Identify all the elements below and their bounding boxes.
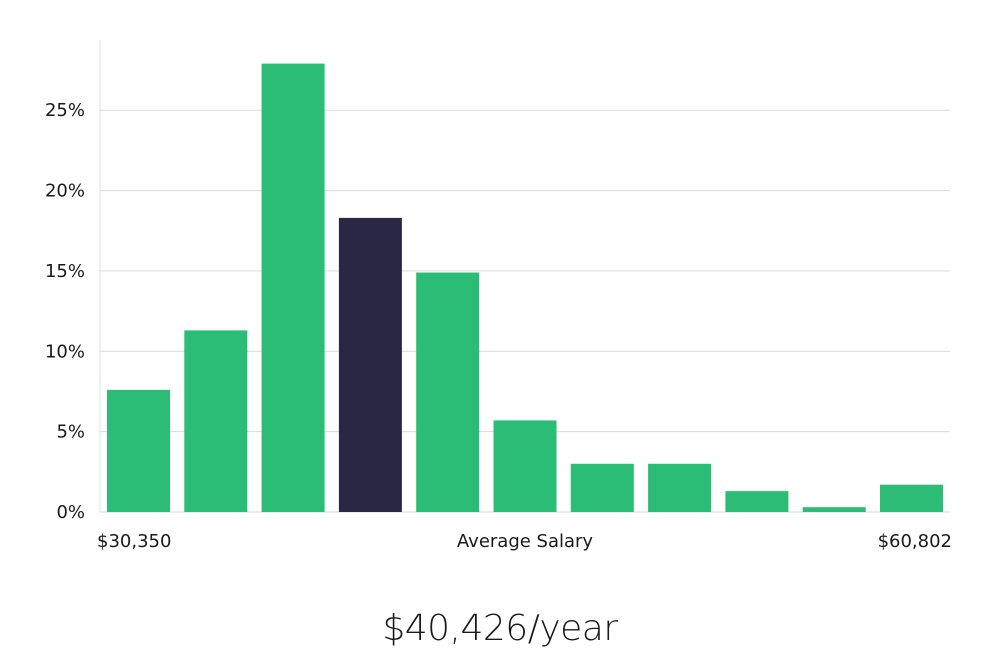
bar xyxy=(570,463,634,512)
y-tick-label: 25% xyxy=(45,100,85,121)
bar xyxy=(802,507,866,512)
bar xyxy=(725,491,789,512)
y-tick-label: 15% xyxy=(45,261,85,282)
y-tick-labels: 0% 5% 10% 15% 20% 25% xyxy=(45,100,85,523)
bar xyxy=(184,330,248,512)
y-tick-label: 5% xyxy=(56,422,85,443)
y-tick-label: 10% xyxy=(45,341,85,362)
bar xyxy=(880,484,943,512)
bar xyxy=(416,272,480,512)
bar xyxy=(493,420,557,512)
x-min-label: $30,350 xyxy=(97,531,171,552)
bar xyxy=(648,463,712,512)
bars xyxy=(107,63,943,512)
x-max-label: $60,802 xyxy=(878,531,952,552)
bar-highlighted xyxy=(338,217,402,512)
x-axis-title: Average Salary xyxy=(457,531,594,552)
bar xyxy=(107,389,170,512)
average-salary-headline: $40,426/year xyxy=(382,608,618,649)
y-tick-label: 0% xyxy=(56,502,85,523)
bar xyxy=(261,63,325,512)
y-tick-label: 20% xyxy=(45,181,85,202)
